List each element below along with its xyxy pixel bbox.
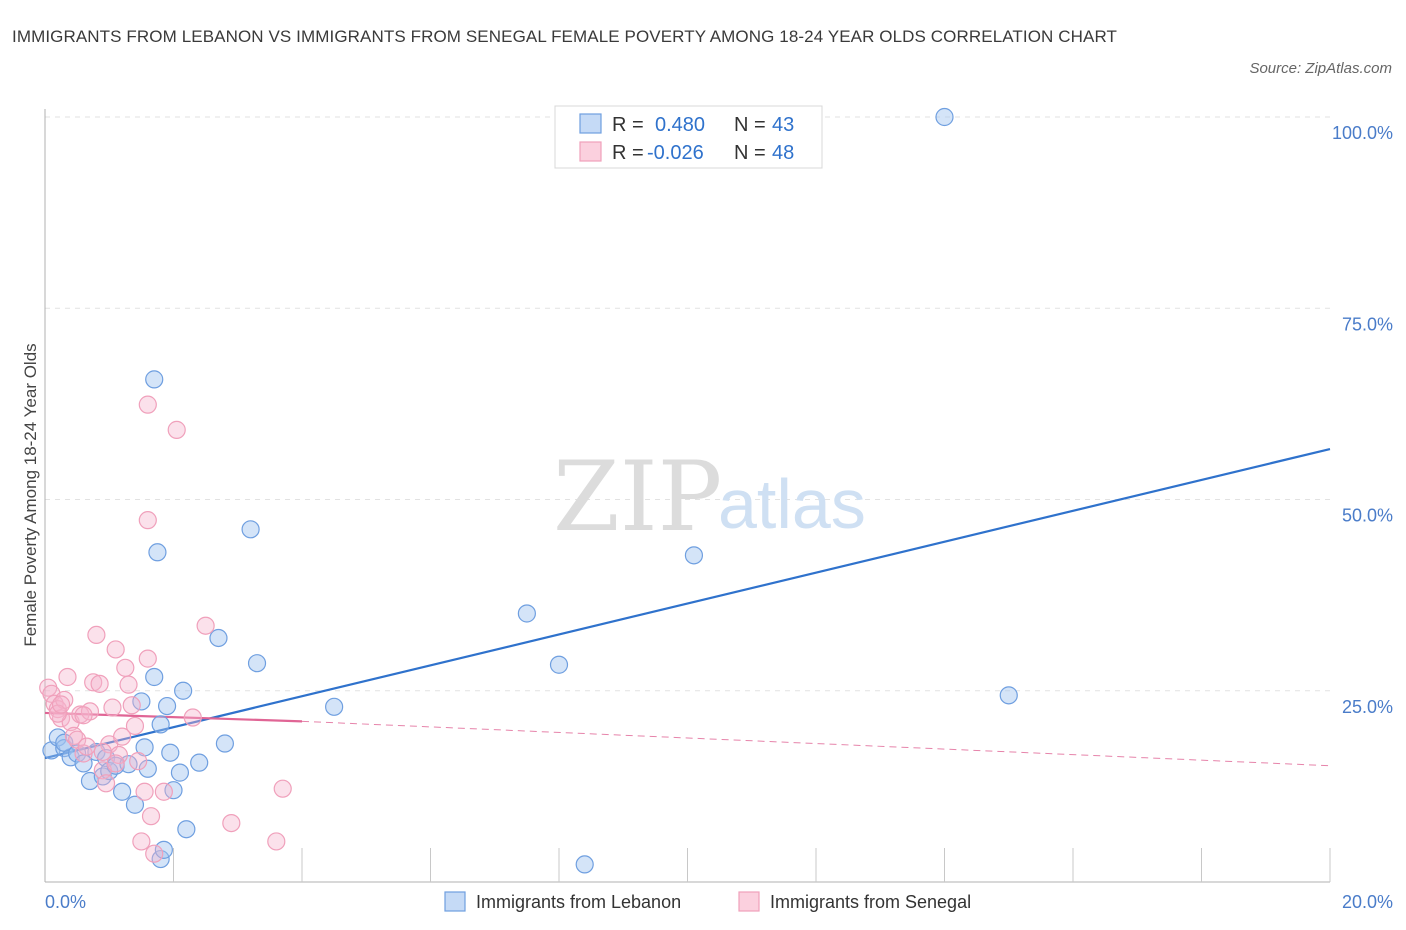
point-senegal-12 [77, 737, 96, 756]
point-senegal-41 [267, 832, 286, 851]
point-lebanon-14 [125, 795, 145, 814]
point-lebanon-31 [209, 628, 228, 648]
point-lebanon-40 [935, 107, 954, 127]
legend-swatch-lebanon [579, 113, 602, 134]
point-senegal-20 [103, 698, 122, 717]
point-lebanon-24 [157, 696, 177, 716]
point-senegal-45 [74, 706, 93, 725]
point-senegal-39 [196, 616, 215, 635]
legend-bottom-swatch-senegal [738, 891, 760, 912]
point-senegal-47 [106, 754, 125, 773]
watermark-zip: ZIP [553, 441, 722, 553]
legend-r-label-lebanon: R = [612, 114, 644, 136]
point-lebanon-34 [247, 654, 267, 673]
trend-line-senegal [44, 711, 303, 723]
point-lebanon-32 [215, 734, 234, 753]
legend-bottom-swatch-lebanon [444, 891, 466, 912]
point-lebanon-28 [174, 681, 193, 700]
point-senegal-35 [138, 511, 157, 530]
legend-n-value-lebanon: 43 [772, 114, 794, 136]
axes [44, 109, 1331, 883]
legend-series: Immigrants from Lebanon Immigrants from … [444, 891, 971, 912]
point-lebanon-29 [177, 820, 196, 839]
point-senegal-23 [112, 727, 132, 746]
point-lebanon-15 [132, 692, 151, 711]
legend-n-label-senegal: N = [734, 142, 766, 164]
point-senegal-26 [122, 696, 141, 715]
chart-title: IMMIGRANTS FROM LEBANON VS IMMIGRANTS FR… [12, 27, 1117, 46]
point-senegal-28 [129, 752, 148, 771]
trend-line-senegal-extension [301, 720, 1331, 767]
point-lebanon-23 [151, 715, 170, 734]
point-senegal-14 [84, 673, 103, 692]
point-senegal-21 [106, 640, 125, 659]
point-lebanon-18 [145, 667, 164, 687]
point-lebanon-39 [684, 546, 704, 565]
y-tick-label-1: 50.0% [1342, 506, 1393, 526]
grid-lines [45, 116, 1330, 692]
legend-n-value-senegal: 48 [772, 142, 794, 164]
point-senegal-30 [135, 782, 154, 801]
trend-lines [44, 447, 1331, 767]
point-senegal-6 [58, 667, 77, 687]
point-senegal-25 [119, 675, 138, 694]
point-senegal-32 [141, 807, 161, 826]
point-senegal-29 [132, 832, 151, 851]
point-senegal-34 [138, 395, 157, 414]
point-lebanon-22 [148, 543, 167, 562]
legend-bottom-label-senegal: Immigrants from Senegal [770, 892, 971, 912]
point-senegal-31 [138, 649, 157, 668]
source-label: Source: ZipAtlas.com [1249, 60, 1392, 77]
watermark: ZIP atlas [553, 441, 866, 553]
series-lebanon-points [42, 107, 1018, 874]
tick-labels: 25.0% 50.0% 75.0% 100.0% 0.0% 20.0% [45, 123, 1393, 912]
point-lebanon-30 [190, 753, 209, 772]
point-lebanon-36 [517, 604, 536, 623]
point-lebanon-17 [138, 759, 157, 778]
y-tick-label-0: 25.0% [1342, 697, 1393, 717]
point-lebanon-35 [325, 697, 344, 716]
point-senegal-36 [167, 420, 186, 439]
point-senegal-15 [87, 625, 106, 645]
point-lebanon-41 [999, 686, 1018, 705]
point-lebanon-21 [145, 370, 164, 389]
y-tick-label-2: 75.0% [1342, 314, 1393, 334]
point-senegal-24 [116, 658, 135, 677]
point-lebanon-20 [154, 840, 173, 859]
y-tick-label-3: 100.0% [1332, 123, 1393, 143]
series-senegal-points [39, 395, 292, 863]
trend-line-lebanon [44, 447, 1331, 760]
point-lebanon-38 [575, 855, 594, 874]
point-lebanon-27 [170, 763, 190, 782]
y-axis-label: Female Poverty Among 18-24 Year Olds [21, 343, 40, 646]
point-senegal-37 [154, 782, 173, 801]
point-lebanon-33 [241, 520, 260, 539]
point-senegal-27 [125, 716, 145, 736]
legend-swatch-senegal [579, 141, 602, 162]
point-lebanon-37 [549, 655, 569, 674]
point-lebanon-25 [161, 743, 180, 762]
x-tick-label-0: 0.0% [45, 892, 86, 912]
legend-r-value-lebanon: 0.480 [655, 114, 705, 136]
legend-r-label-senegal: R = [612, 142, 644, 164]
legend-bottom-label-lebanon: Immigrants from Lebanon [476, 892, 681, 912]
watermark-atlas: atlas [718, 465, 866, 543]
x-tick-label-1: 20.0% [1342, 892, 1393, 912]
point-senegal-16 [90, 674, 109, 693]
point-senegal-18 [96, 774, 116, 793]
point-lebanon-4 [68, 744, 87, 763]
point-lebanon-12 [112, 782, 132, 801]
legend-r-value-senegal: -0.026 [647, 142, 704, 164]
point-senegal-42 [273, 779, 292, 798]
point-senegal-44 [51, 695, 71, 714]
legend-stats: R = 0.480 N = 43 R = -0.026 N = 48 [554, 105, 823, 169]
point-senegal-46 [93, 742, 112, 762]
point-senegal-40 [222, 813, 241, 833]
point-senegal-38 [183, 708, 202, 727]
legend-n-label-lebanon: N = [734, 114, 766, 136]
point-senegal-33 [145, 844, 164, 863]
